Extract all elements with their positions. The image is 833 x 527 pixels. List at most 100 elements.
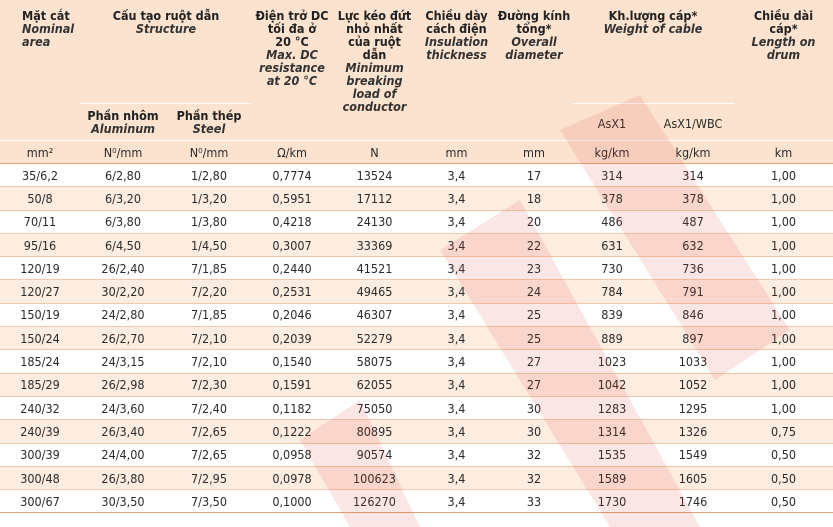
table-cell: 7/2,40 bbox=[166, 396, 252, 421]
table-cell: 0,2046 bbox=[252, 303, 332, 328]
table-cell: 7/2,10 bbox=[166, 349, 252, 374]
table-cell: 1/2,80 bbox=[166, 163, 252, 188]
table-cell: 24/3,60 bbox=[80, 396, 166, 421]
header-length-en2: drum bbox=[766, 47, 801, 62]
table-cell: 3,4 bbox=[417, 489, 496, 514]
table-cell: 22 bbox=[496, 233, 572, 258]
table-row: 300/67 30/3,50 7/3,50 0,1000 126270 3,4 33 1730… bbox=[0, 489, 833, 514]
table-cell: 0,1591 bbox=[252, 373, 332, 397]
header-weight: Kh.lượng cáp* Weight of cable bbox=[572, 0, 734, 104]
header-breaking-load: Lực kéo đứt nhỏ nhất của ruột dẫn Minimu… bbox=[332, 0, 417, 141]
table-cell: 35/6,2 bbox=[0, 163, 80, 188]
table-cell: 23 bbox=[496, 256, 572, 281]
table-cell: 26/2,98 bbox=[80, 373, 166, 397]
table-cell: 1326 bbox=[652, 419, 734, 444]
header-resistance-vi3: 20 °C bbox=[275, 34, 309, 49]
table-cell: 378 bbox=[572, 186, 652, 211]
header-resistance-en3: at 20 °C bbox=[266, 73, 318, 88]
table-cell: 26/3,80 bbox=[80, 466, 166, 491]
table-cell: 90574 bbox=[332, 443, 417, 467]
table-cell: 0,1182 bbox=[252, 396, 332, 421]
header-weight-asx1-wbc: AsX1/WBC bbox=[652, 103, 734, 141]
table-cell: 1283 bbox=[572, 396, 652, 421]
table-cell: 0,50 bbox=[734, 466, 833, 491]
unit-cell: km bbox=[734, 140, 833, 164]
header-resistance-vi1: Điện trở DC bbox=[255, 8, 329, 23]
header-insulation: Chiều dày cách điện Insulation thickness bbox=[417, 0, 496, 141]
table-cell: 46307 bbox=[332, 303, 417, 328]
table-cell: 1,00 bbox=[734, 279, 833, 304]
table-cell: 41521 bbox=[332, 256, 417, 281]
header-breaking-vi2: nhỏ nhất bbox=[346, 21, 403, 36]
table-cell: 17112 bbox=[332, 186, 417, 211]
table-cell: 631 bbox=[572, 233, 652, 258]
table-cell: 50/8 bbox=[0, 186, 80, 211]
table-cell: 1,00 bbox=[734, 373, 833, 397]
table-cell: 6/4,50 bbox=[80, 233, 166, 258]
table-cell: 791 bbox=[652, 279, 734, 304]
table-cell: 1295 bbox=[652, 396, 734, 421]
table-row: 95/16 6/4,50 1/4,50 0,3007 33369 3,4 22 631 632 1… bbox=[0, 233, 833, 258]
unit-cell: N⁰/mm bbox=[166, 140, 252, 164]
table-cell: 0,75 bbox=[734, 419, 833, 444]
header-breaking-en3: load of bbox=[352, 86, 397, 101]
table-cell: 1,00 bbox=[734, 303, 833, 328]
table-cell: 3,4 bbox=[417, 303, 496, 328]
table-cell: 1549 bbox=[652, 443, 734, 467]
table-cell: 0,3007 bbox=[252, 233, 332, 258]
table-cell: 27 bbox=[496, 349, 572, 374]
table-cell: 24/4,00 bbox=[80, 443, 166, 467]
table-cell: 7/2,20 bbox=[166, 279, 252, 304]
table-cell: 24 bbox=[496, 279, 572, 304]
table-cell: 1746 bbox=[652, 489, 734, 514]
table-cell: 1730 bbox=[572, 489, 652, 514]
table-cell: 7/2,65 bbox=[166, 443, 252, 467]
header-steel-en: Steel bbox=[192, 121, 226, 136]
table-cell: 120/19 bbox=[0, 256, 80, 281]
unit-cell: Ω/km bbox=[252, 140, 332, 164]
table-cell: 1,00 bbox=[734, 163, 833, 188]
table-cell: 150/24 bbox=[0, 326, 80, 351]
table-cell: 0,50 bbox=[734, 489, 833, 514]
table-cell: 126270 bbox=[332, 489, 417, 514]
header-weight-asx1: AsX1 bbox=[572, 103, 652, 141]
table-cell: 25 bbox=[496, 326, 572, 351]
table-cell: 27 bbox=[496, 373, 572, 397]
table-cell: 486 bbox=[572, 210, 652, 234]
table-cell: 1535 bbox=[572, 443, 652, 467]
header-length-en1: Length on bbox=[751, 34, 816, 49]
table-cell: 3,4 bbox=[417, 233, 496, 258]
table-cell: 24130 bbox=[332, 210, 417, 234]
table-body: 35/6,2 6/2,80 1/2,80 0,7774 13524 3,4 17 314 314… bbox=[0, 163, 833, 514]
table-cell: 1,00 bbox=[734, 256, 833, 281]
table-cell: 1,00 bbox=[734, 349, 833, 374]
table-cell: 839 bbox=[572, 303, 652, 328]
header-insulation-en2: thickness bbox=[426, 47, 487, 62]
table-cell: 1023 bbox=[572, 349, 652, 374]
header-weight-asx1-wbc-label: AsX1/WBC bbox=[663, 115, 723, 131]
table-cell: 300/39 bbox=[0, 443, 80, 467]
header-breaking-vi4: dẫn bbox=[362, 47, 387, 62]
table-cell: 3,4 bbox=[417, 419, 496, 444]
table-cell: 897 bbox=[652, 326, 734, 351]
table-cell: 1,00 bbox=[734, 326, 833, 351]
table-cell: 3,4 bbox=[417, 163, 496, 188]
table-cell: 1314 bbox=[572, 419, 652, 444]
table-cell: 3,4 bbox=[417, 349, 496, 374]
header-diameter-en1: Overall bbox=[511, 34, 557, 49]
table-cell: 150/19 bbox=[0, 303, 80, 328]
table-cell: 0,5951 bbox=[252, 186, 332, 211]
table-cell: 7/3,50 bbox=[166, 489, 252, 514]
header-diameter-vi2: tổng* bbox=[516, 21, 552, 36]
table-row: 240/32 24/3,60 7/2,40 0,1182 75050 3,4 30 1283 1… bbox=[0, 396, 833, 421]
table-cell: 24/2,80 bbox=[80, 303, 166, 328]
table-cell: 33 bbox=[496, 489, 572, 514]
table-cell: 1,00 bbox=[734, 210, 833, 234]
table-cell: 0,1000 bbox=[252, 489, 332, 514]
table-cell: 26/2,40 bbox=[80, 256, 166, 281]
table-row: 70/11 6/3,80 1/3,80 0,4218 24130 3,4 20 486 487 1… bbox=[0, 210, 833, 234]
table-cell: 3,4 bbox=[417, 373, 496, 397]
table-cell: 314 bbox=[652, 163, 734, 188]
header-breaking-en2: breaking bbox=[346, 73, 403, 88]
table-cell: 13524 bbox=[332, 163, 417, 188]
